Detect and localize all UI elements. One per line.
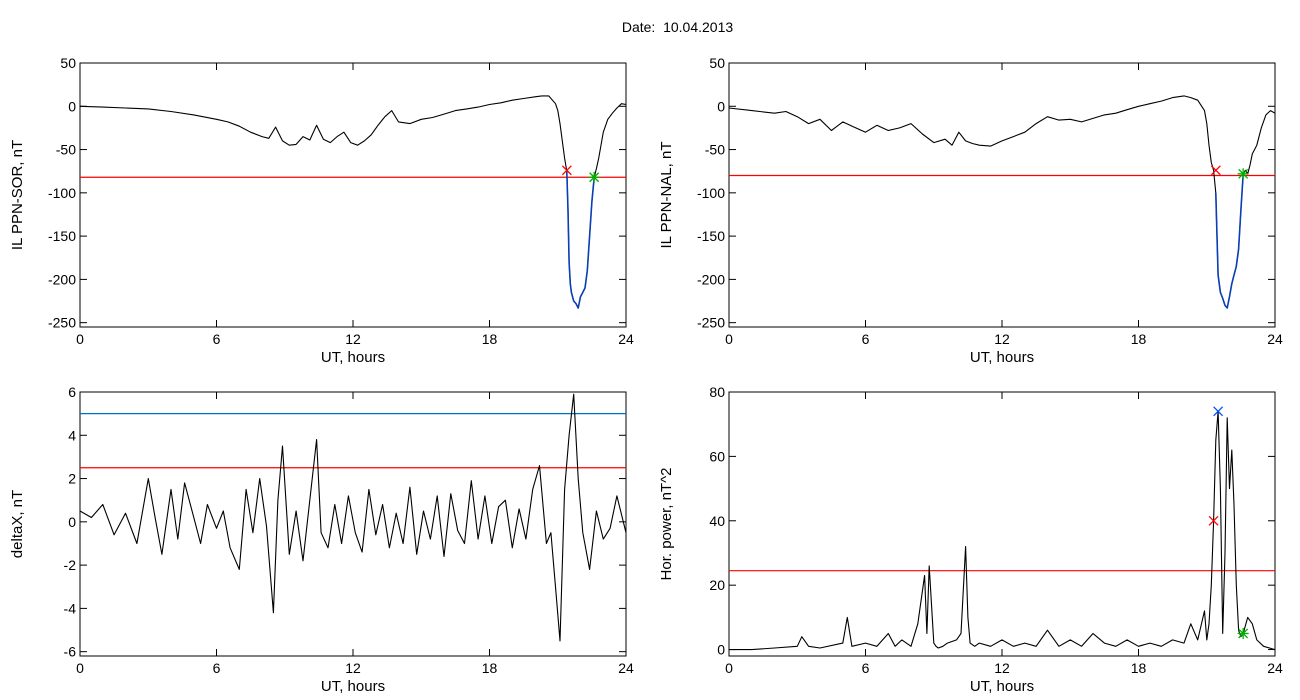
x-tick-label: 0 xyxy=(76,331,84,347)
x-marker xyxy=(561,165,572,176)
x-tick-label: 12 xyxy=(345,660,361,676)
series-line xyxy=(729,410,1276,651)
y-tick-label: 50 xyxy=(60,55,76,71)
highlight-segment xyxy=(1215,173,1244,309)
figure-title: Date: 10.04.2013 xyxy=(621,19,734,35)
y-tick-label: -100 xyxy=(697,185,725,201)
y-tick-label: -2 xyxy=(64,557,77,573)
x-tick-label: 6 xyxy=(862,660,870,676)
asterisk-marker xyxy=(588,171,600,183)
y-tick-label: 60 xyxy=(709,448,725,464)
plot-frame xyxy=(79,62,627,328)
x-tick-label: 24 xyxy=(1267,331,1283,347)
x-tick-label: 24 xyxy=(618,660,634,676)
y-tick-label: -250 xyxy=(48,315,76,331)
marker-stroke xyxy=(561,165,572,176)
x-tick-label: 18 xyxy=(482,331,498,347)
y-tick-label: 2 xyxy=(68,471,76,487)
y-tick-label: -6 xyxy=(64,644,77,660)
series-line xyxy=(79,393,627,642)
y-tick-label: -50 xyxy=(56,142,76,158)
y-tick-label: -200 xyxy=(697,271,725,287)
y-tick-label: 80 xyxy=(709,384,725,400)
x-marker xyxy=(1210,165,1221,176)
x-marker xyxy=(1213,406,1224,417)
x-axis-label: UT, hours xyxy=(970,349,1034,366)
y-axis-label: IL PPN-NAL, nT xyxy=(658,142,675,249)
y-tick-label: 0 xyxy=(68,98,76,114)
y-tick-label: -150 xyxy=(697,228,725,244)
x-tick-label: 24 xyxy=(618,331,634,347)
y-axis-label: deltaX, nT xyxy=(9,490,26,558)
x-tick-label: 24 xyxy=(1267,660,1283,676)
x-tick-label: 12 xyxy=(345,331,361,347)
y-tick-label: 0 xyxy=(717,98,725,114)
y-axis-label: IL PPN-SOR, nT xyxy=(9,140,26,250)
y-tick-label: 6 xyxy=(68,384,76,400)
x-tick-label: 0 xyxy=(725,660,733,676)
y-axis-label: Hor. power, nT^2 xyxy=(658,468,675,581)
asterisk-marker xyxy=(1237,627,1249,639)
x-marker xyxy=(1208,515,1219,526)
y-tick-label: 0 xyxy=(68,514,76,530)
plot-hor-power: 0 6 12 18 24 80 60 40 20 0 UT, hours Hor. power, nT… xyxy=(658,384,1283,695)
y-tick-label: -250 xyxy=(697,315,725,331)
x-axis-label: UT, hours xyxy=(321,678,385,695)
marker-stroke xyxy=(1208,515,1219,526)
y-tick-label: 20 xyxy=(709,577,725,593)
y-tick-label: 40 xyxy=(709,513,725,529)
series-line xyxy=(79,95,627,309)
plot-deltax: 0 6 12 18 24 6 4 2 0 -2 -4 -6 UT, hours deltaX, nT xyxy=(9,384,634,695)
plot-frame xyxy=(728,391,1276,657)
x-tick-label: 6 xyxy=(213,331,221,347)
x-tick-label: 6 xyxy=(862,331,870,347)
y-tick-label: -50 xyxy=(705,142,725,158)
y-tick-label: 4 xyxy=(68,427,76,443)
x-axis-label: UT, hours xyxy=(970,678,1034,695)
x-tick-label: 18 xyxy=(482,660,498,676)
x-tick-label: 0 xyxy=(725,331,733,347)
plot-frame xyxy=(79,391,627,657)
x-tick-label: 12 xyxy=(994,660,1010,676)
marker-stroke xyxy=(1210,165,1221,176)
asterisk-marker xyxy=(1237,168,1249,180)
x-tick-label: 18 xyxy=(1131,660,1147,676)
x-tick-label: 18 xyxy=(1131,331,1147,347)
series-line xyxy=(728,95,1276,309)
plot-ppn-nal: 0 6 12 18 24 50 0 -50 -100 -150 -200 -250 UT, hours I… xyxy=(658,55,1283,366)
y-tick-label: -4 xyxy=(64,600,77,616)
y-tick-label: -200 xyxy=(48,271,76,287)
x-axis-label: UT, hours xyxy=(321,349,385,366)
x-tick-label: 6 xyxy=(213,660,221,676)
highlight-segment xyxy=(566,171,595,309)
plot-ppn-sor: 0 6 12 18 24 50 0 -50 -100 -150 -200 -250 UT, hours I… xyxy=(9,55,634,366)
y-tick-label: 50 xyxy=(709,55,725,71)
x-tick-label: 0 xyxy=(76,660,84,676)
plot-frame xyxy=(728,62,1276,328)
y-tick-label: 0 xyxy=(717,642,725,658)
x-tick-label: 12 xyxy=(994,331,1010,347)
y-tick-label: -100 xyxy=(48,185,76,201)
y-tick-label: -150 xyxy=(48,228,76,244)
marker-stroke xyxy=(1213,406,1224,417)
